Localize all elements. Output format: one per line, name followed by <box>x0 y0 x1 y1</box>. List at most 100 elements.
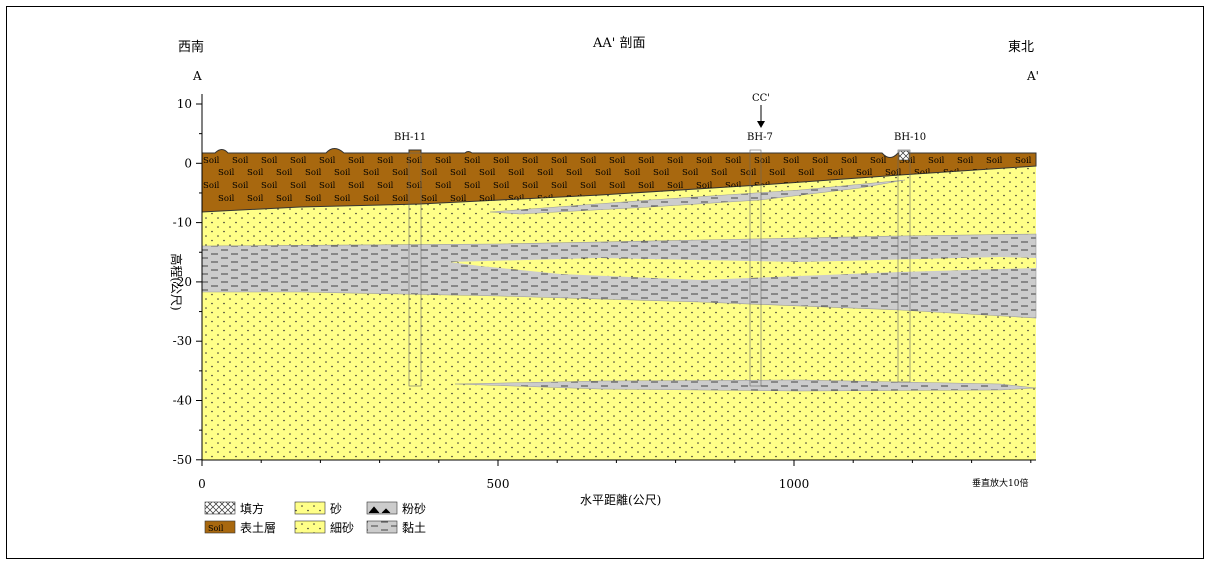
topsoil-text: Soil <box>464 181 481 191</box>
y-tick-label: 10 <box>177 97 192 111</box>
topsoil-text: Soil <box>609 156 626 166</box>
topsoil-text: Soil <box>406 156 423 166</box>
fill-marker-bh10 <box>898 150 910 161</box>
topsoil-text: Soil <box>348 156 365 166</box>
borehole-bh11 <box>408 152 422 387</box>
topsoil-text: Soil <box>696 156 713 166</box>
legend-label: 砂 <box>330 502 342 516</box>
topsoil-text: Soil <box>479 168 496 178</box>
topsoil-text: Soil <box>421 168 438 178</box>
topsoil-text: Soil <box>377 156 394 166</box>
topsoil-text: Soil <box>580 156 597 166</box>
topsoil-text: Soil <box>392 194 409 204</box>
right-direction: 東北 <box>1008 39 1034 55</box>
topsoil-text: Soil <box>261 156 278 166</box>
topsoil-text: Soil <box>812 156 829 166</box>
topsoil-text: Soil <box>232 156 249 166</box>
arrow-down-icon <box>757 121 765 128</box>
topsoil-text: Soil <box>769 168 786 178</box>
topsoil-text: Soil <box>247 194 264 204</box>
topsoil-text: Soil <box>566 168 583 178</box>
topsoil-text: Soil <box>450 194 467 204</box>
topsoil-text: Soil <box>435 156 452 166</box>
topsoil-text: Soil <box>682 168 699 178</box>
topsoil-text: Soil <box>696 181 713 191</box>
silt-symbol-icon <box>368 506 391 514</box>
topsoil-text: Soil <box>508 168 525 178</box>
x-ticks: 0 500 1000 <box>198 460 1032 491</box>
legend-swatch-sand <box>294 501 326 515</box>
y-tick-label: -30 <box>173 334 192 348</box>
y-ticks: 10 0 -10 -20 -30 -40 -50 <box>173 97 202 467</box>
y-tick-label: 0 <box>184 156 192 170</box>
topsoil-text: Soil <box>232 181 249 191</box>
y-tick-label: -50 <box>173 453 192 467</box>
topsoil-text: Soil <box>261 181 278 191</box>
topsoil-text: Soil <box>885 168 902 178</box>
legend-swatch-fine-sand <box>294 520 326 534</box>
x-tick-label: 500 <box>487 477 510 491</box>
point-a: A <box>192 69 202 83</box>
topsoil-text: Soil <box>464 156 481 166</box>
legend-swatch-topsoil <box>204 520 236 534</box>
topsoil-text: Soil <box>334 194 351 204</box>
x-axis-label: 水平距離(公尺) <box>580 493 661 507</box>
topsoil-text: Soil <box>479 194 496 204</box>
borehole-bh7 <box>749 149 762 387</box>
topsoil-text: Soil <box>290 181 307 191</box>
topsoil-text: Soil <box>305 168 322 178</box>
topsoil-text: Soil <box>377 181 394 191</box>
topsoil-text: Soil <box>725 156 742 166</box>
topsoil-text: Soil <box>363 168 380 178</box>
topsoil-text: Soil <box>276 168 293 178</box>
topsoil-text: Soil <box>392 168 409 178</box>
topsoil-layer <box>201 148 1037 213</box>
topsoil-text: Soil <box>522 181 539 191</box>
borehole-label: BH-10 <box>894 132 926 143</box>
legend-label: 填方 <box>240 501 264 516</box>
topsoil-text: Soil <box>783 156 800 166</box>
topsoil-text: Soil <box>725 181 742 191</box>
topsoil-text: Soil <box>493 156 510 166</box>
point-a-prime: A' <box>1026 69 1039 83</box>
legend-label: 表土層 <box>240 521 276 535</box>
figure-frame <box>6 6 1204 559</box>
topsoil-text: Soil <box>928 156 945 166</box>
topsoil-text: Soil <box>537 168 554 178</box>
topsoil-text: Soil <box>276 194 293 204</box>
topsoil-text: Soil <box>798 168 815 178</box>
section-title: AA' 剖面 <box>592 36 645 51</box>
topsoil-text: Soil <box>595 168 612 178</box>
topsoil-text: Soil <box>899 156 916 166</box>
clay-lens-deep <box>454 379 1037 392</box>
topsoil-text: Soil <box>247 168 264 178</box>
topsoil-text: Soil <box>653 168 670 178</box>
section-marker-label: CC' <box>752 93 770 104</box>
y-tick-label: -20 <box>173 275 192 289</box>
legend-soil-text: Soil <box>208 524 224 533</box>
topsoil-text: Soil <box>754 156 771 166</box>
topsoil-text: Soil <box>319 156 336 166</box>
topsoil-text: Soil <box>740 168 757 178</box>
topsoil-text: Soil <box>870 156 887 166</box>
topsoil-text: Soil <box>290 156 307 166</box>
sand-lens <box>450 257 1036 280</box>
borehole-bh10 <box>897 149 911 383</box>
legend-swatch-clay <box>366 520 398 534</box>
legend-label: 細砂 <box>330 521 354 535</box>
topsoil-text: Soil <box>856 168 873 178</box>
topsoil-text: Soil <box>363 194 380 204</box>
y-tick-label: -10 <box>173 216 192 230</box>
topsoil-text: Soil <box>667 181 684 191</box>
clay-lens-upper <box>489 179 906 215</box>
topsoil-text: Soil <box>319 181 336 191</box>
topsoil-text: Soil <box>986 156 1003 166</box>
topsoil-text: Soil <box>551 181 568 191</box>
topsoil-text: Soil <box>522 156 539 166</box>
topsoil-text: Soil <box>435 181 452 191</box>
y-axis-label: 高程(公尺) <box>169 253 184 310</box>
topsoil-text: Soil <box>421 194 438 204</box>
vertical-exaggeration-note: 垂直放大10倍 <box>972 477 1028 489</box>
topsoil-text: Soil <box>914 168 931 178</box>
